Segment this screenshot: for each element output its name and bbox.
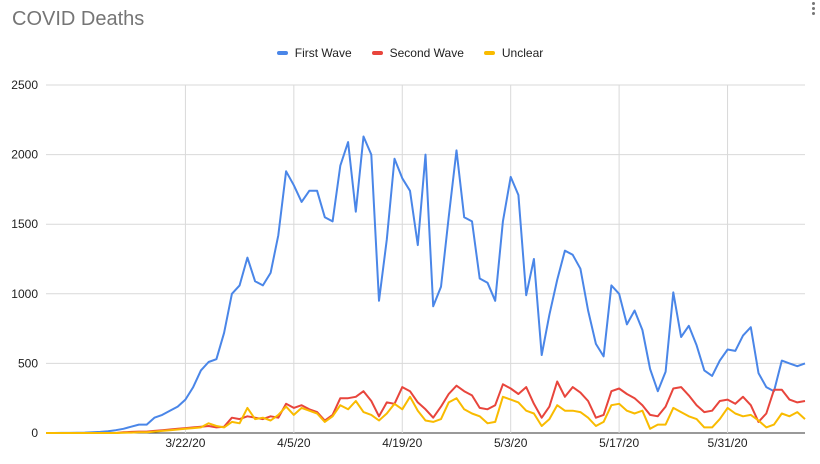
legend-label-second-wave: Second Wave [389,46,464,60]
vertical-ellipsis-icon[interactable] [810,0,816,16]
series-line-first-wave[interactable] [46,135,806,434]
legend-label-first-wave: First Wave [294,46,352,60]
x-tick-label: 4/5/20 [277,436,311,450]
legend-label-unclear: Unclear [501,46,544,60]
chart-title: COVID Deaths [12,8,145,30]
series-line-unclear[interactable] [46,395,806,434]
y-tick-label: 2500 [11,78,38,92]
series-line-second-wave[interactable] [46,380,806,434]
series-layer [46,135,806,434]
y-tick-label: 2000 [11,148,38,162]
legend-swatch-first-wave [276,51,288,55]
y-tick-label: 500 [18,356,38,370]
x-tick-label: 3/22/20 [165,436,205,450]
legend-swatch-second-wave [371,51,383,55]
chart-legend: First Wave Second Wave Unclear [0,46,820,60]
legend-item-unclear[interactable]: Unclear [483,46,544,60]
y-tick-label: 0 [31,426,38,440]
legend-swatch-unclear [483,51,495,55]
y-axis-ticks: 0 500 1000 1500 2000 2500 [11,78,38,440]
legend-item-first-wave[interactable]: First Wave [276,46,352,60]
legend-item-second-wave[interactable]: Second Wave [371,46,464,60]
y-tick-label: 1000 [11,287,38,301]
x-tick-label: 4/19/20 [382,436,422,450]
x-tick-label: 5/3/20 [494,436,528,450]
y-tick-label: 1500 [11,217,38,231]
x-tick-label: 5/17/20 [599,436,639,450]
x-axis-ticks: 3/22/20 4/5/20 4/19/20 5/3/20 5/17/20 5/31/20 [165,436,748,450]
x-tick-label: 5/31/20 [708,436,748,450]
grid-layer [46,84,805,434]
